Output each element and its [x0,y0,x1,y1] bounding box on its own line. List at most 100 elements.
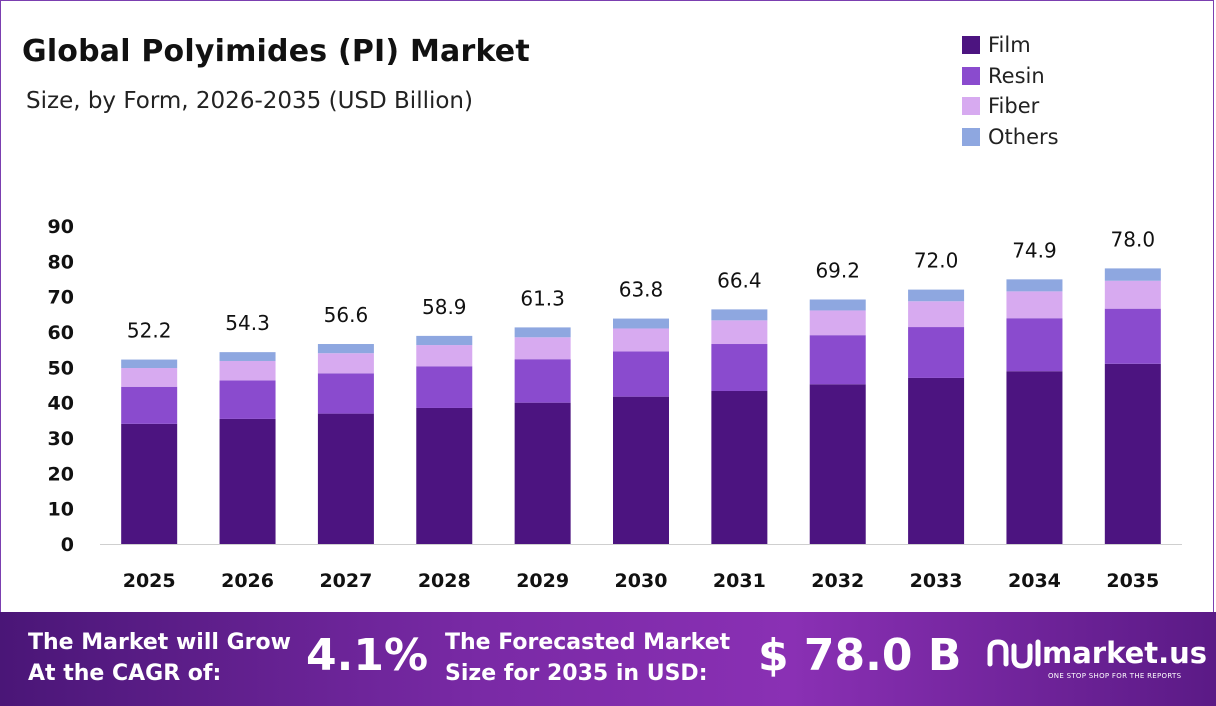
brand-name: market.us [1042,636,1208,670]
cagr-label-line-1: The Market will Grow [28,630,291,655]
total-label-2035: 78.0 [1111,227,1156,251]
total-label-2030: 63.8 [619,278,664,302]
bar-film-2032 [809,384,866,544]
y-tick-label: 90 [48,216,74,238]
total-label-2033: 72.0 [914,249,959,273]
legend-swatch-fiber [962,97,980,116]
total-label-2025: 52.2 [127,319,172,343]
forecast-label-line-2: Size for 2035 in USD: [445,661,708,686]
legend-swatch-film [962,36,980,55]
bar-resin-2033 [908,327,965,378]
y-tick-label: 30 [48,428,74,450]
cagr-value: 4.1% [306,630,429,681]
x-tick-label-2031: 2031 [713,570,766,592]
forecast-label: The Forecasted Market Size for 2035 in U… [445,627,730,689]
y-tick-label: 50 [48,357,74,379]
y-tick-label: 70 [48,287,74,309]
bar-resin-2026 [219,380,276,419]
market-us-logo-icon [987,639,1041,669]
legend-swatch-resin [962,66,980,85]
chart-subtitle: Size, by Form, 2026-2035 (USD Billion) [26,88,473,114]
bar-film-2034 [1006,371,1063,544]
x-tick-label-2026: 2026 [221,570,274,592]
y-tick-label: 80 [48,251,74,273]
total-label-2026: 54.3 [225,311,270,335]
bar-resin-2031 [711,344,768,392]
bar-fiber-2034 [1006,291,1063,319]
x-tick-label-2027: 2027 [319,570,372,592]
x-tick-label-2030: 2030 [615,570,668,592]
chart-legend: Film Resin Fiber Others [962,30,1059,152]
bar-fiber-2033 [908,301,965,328]
legend-label-film: Film [988,33,1031,58]
footer-banner: The Market will Grow At the CAGR of: 4.1… [0,612,1216,706]
legend-item-others: Others [962,122,1059,153]
bar-film-2035 [1104,363,1161,544]
bar-fiber-2029 [514,337,571,360]
bar-others-2033 [908,289,965,302]
bar-fiber-2027 [317,353,374,374]
bar-fiber-2035 [1104,280,1161,309]
bar-fiber-2031 [711,320,768,345]
bar-others-2030 [613,318,669,329]
stacked-bar-chart: 010203040506070809052.2202554.3202656.62… [48,216,1182,592]
total-label-2032: 69.2 [815,258,860,282]
bar-film-2026 [219,418,276,544]
bar-resin-2028 [416,366,473,408]
bar-film-2028 [416,407,473,544]
bar-resin-2032 [809,335,866,385]
bar-film-2030 [613,396,669,544]
bar-fiber-2032 [809,310,866,336]
total-label-2031: 66.4 [717,268,762,292]
bar-others-2025 [121,359,178,369]
forecast-value: $ 78.0 B [758,630,962,681]
x-tick-label-2035: 2035 [1106,570,1159,592]
legend-item-resin: Resin [962,61,1059,92]
legend-item-film: Film [962,30,1059,61]
x-tick-label-2033: 2033 [910,570,963,592]
bar-fiber-2030 [613,328,669,352]
y-tick-label: 0 [61,534,74,556]
brand-logo: market.us ONE STOP SHOP FOR THE REPORTS [986,634,1208,680]
bar-film-2031 [711,391,768,544]
chart-title: Global Polyimides (PI) Market [22,34,530,69]
x-tick-label-2034: 2034 [1008,570,1061,592]
total-label-2028: 58.9 [422,295,467,319]
cagr-label-line-2: At the CAGR of: [28,661,222,686]
legend-item-fiber: Fiber [962,91,1059,122]
x-tick-label-2032: 2032 [811,570,864,592]
forecast-label-line-1: The Forecasted Market [445,630,731,655]
bar-resin-2035 [1104,308,1161,364]
bar-resin-2030 [613,351,669,397]
bar-others-2035 [1104,268,1161,281]
bar-resin-2034 [1006,318,1063,372]
brand-tagline: ONE STOP SHOP FOR THE REPORTS [1048,672,1182,680]
bar-resin-2029 [514,359,571,403]
x-tick-label-2029: 2029 [516,570,569,592]
total-label-2034: 74.9 [1012,238,1057,262]
bar-others-2032 [809,299,866,311]
bar-film-2033 [908,377,965,544]
y-tick-label: 40 [48,393,74,415]
cagr-label: The Market will Grow At the CAGR of: [28,627,291,689]
y-tick-label: 60 [48,322,74,344]
x-tick-label-2025: 2025 [123,570,176,592]
bar-others-2034 [1006,279,1063,292]
bar-others-2027 [317,344,374,354]
y-tick-label: 20 [48,463,74,485]
y-tick-label: 10 [48,499,74,521]
bar-others-2031 [711,309,768,321]
total-label-2029: 61.3 [520,286,565,310]
bar-others-2029 [514,327,571,338]
total-label-2027: 56.6 [324,303,369,327]
x-tick-label-2028: 2028 [418,570,471,592]
bar-film-2029 [514,402,571,544]
legend-swatch-others [962,127,980,146]
bar-others-2028 [416,335,473,346]
bar-film-2025 [121,423,178,544]
bar-fiber-2026 [219,360,276,381]
bar-fiber-2028 [416,345,473,367]
legend-label-resin: Resin [988,63,1045,88]
bar-resin-2027 [317,373,374,414]
bar-fiber-2025 [121,368,178,387]
